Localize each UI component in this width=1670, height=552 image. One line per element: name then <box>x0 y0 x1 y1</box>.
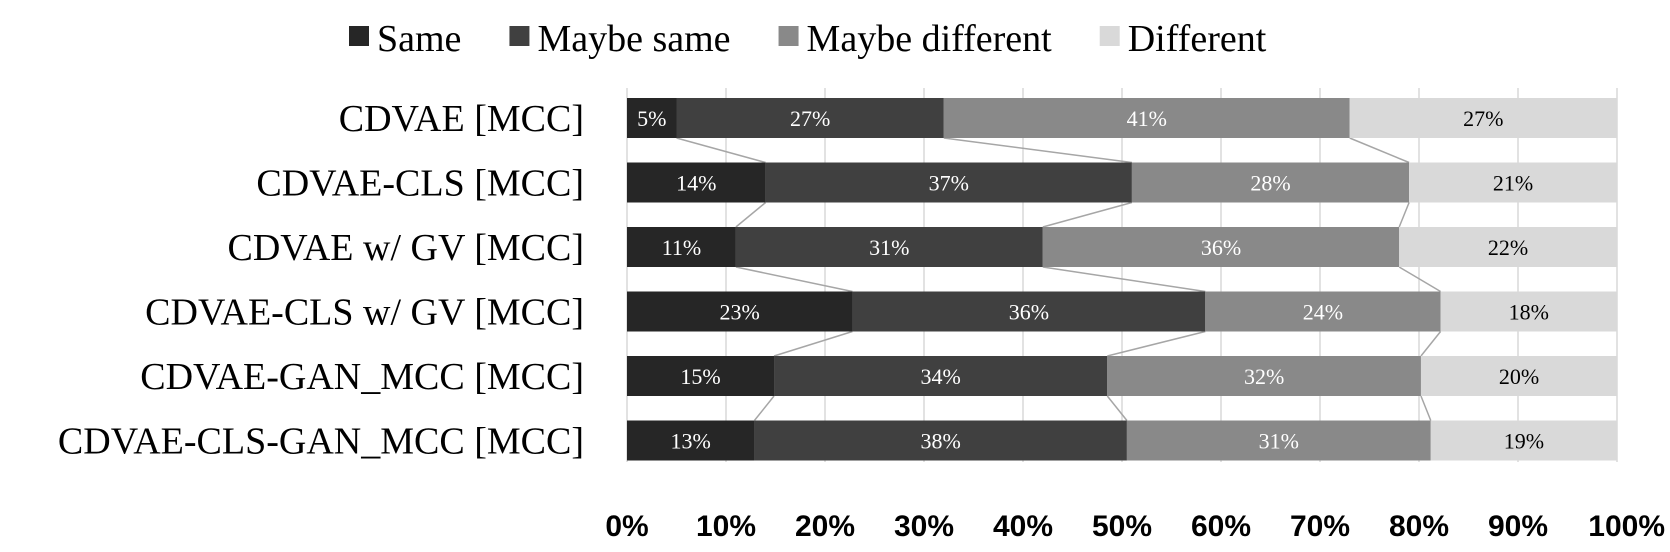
data-label: 5% <box>637 106 666 131</box>
category-labels: CDVAE [MCC] CDVAE-CLS [MCC] CDVAE w/ GV [M… <box>58 98 584 463</box>
data-label: 36% <box>1201 235 1241 260</box>
legend-label-different: Different <box>1128 18 1267 60</box>
x-tick-label: 20% <box>795 510 855 543</box>
bar-segment-same <box>627 98 677 138</box>
series-line <box>735 266 853 293</box>
bars: 5% 27% 41% 27% 14% 37% 28% 21% 11% 31% 36% 22% 23% 36… <box>627 98 1617 461</box>
series-line <box>1042 201 1133 228</box>
bar-segment-different <box>1420 356 1617 396</box>
series-line <box>753 395 775 421</box>
series-line <box>773 330 853 357</box>
series-line <box>1420 395 1432 421</box>
data-label: 11% <box>662 235 702 260</box>
category-label: CDVAE w/ GV [MCC] <box>228 227 584 269</box>
x-tick-label: 60% <box>1191 510 1251 543</box>
bar-segment-different <box>1440 291 1617 332</box>
data-label: 22% <box>1488 235 1528 260</box>
data-label: 36% <box>1009 300 1049 325</box>
series-line <box>1398 266 1441 293</box>
x-tick-label: 80% <box>1389 510 1449 543</box>
series-line <box>1042 266 1206 293</box>
series-line <box>735 201 767 228</box>
data-label: 23% <box>720 300 760 325</box>
category-label: CDVAE-GAN_MCC [MCC] <box>140 356 584 398</box>
data-label: 38% <box>920 429 960 454</box>
data-label: 31% <box>1259 429 1299 454</box>
legend-label-same: Same <box>377 18 461 60</box>
bar-segment-maybe-different <box>943 98 1350 138</box>
data-label: 37% <box>929 171 969 196</box>
bar-segment-maybe-different <box>1205 291 1441 332</box>
bar-segment-same <box>627 420 755 461</box>
bar-segment-maybe-same <box>852 291 1206 332</box>
x-tick-label: 90% <box>1488 510 1548 543</box>
bar-segment-maybe-same <box>754 420 1127 461</box>
bar-segment-different <box>1349 98 1617 138</box>
bar-segment-same <box>627 227 736 267</box>
data-label: 34% <box>920 364 960 389</box>
bar-segment-different <box>1430 420 1617 461</box>
series-line <box>943 137 1132 164</box>
data-label: 31% <box>869 235 909 260</box>
bar-segment-maybe-same <box>774 356 1108 396</box>
data-label: 15% <box>680 364 720 389</box>
bar-segment-different <box>1399 227 1617 267</box>
legend-swatch-same <box>349 26 369 46</box>
series-line <box>676 137 766 164</box>
data-label: 18% <box>1509 300 1549 325</box>
legend: Same Maybe same Maybe different Different <box>349 18 1267 60</box>
bar-segment-maybe-same <box>765 162 1132 203</box>
data-label: 27% <box>1463 106 1503 131</box>
series-line <box>1107 330 1206 357</box>
series-line <box>1398 202 1410 228</box>
data-label: 20% <box>1499 364 1539 389</box>
bar-segment-same <box>627 291 853 332</box>
data-label: 24% <box>1303 300 1343 325</box>
x-tick-label: 10% <box>696 510 756 543</box>
bar-segment-maybe-different <box>1126 420 1431 461</box>
x-axis-tick-labels: 0% 10% 20% 30% 40% 50% 60% 70% 80% 90% 100% <box>605 510 1665 543</box>
data-label: 28% <box>1250 171 1290 196</box>
legend-swatch-maybe-different <box>778 26 799 46</box>
gridlines <box>626 88 1618 462</box>
series-line <box>1420 331 1442 357</box>
x-tick-label: 40% <box>993 510 1053 543</box>
bar-segment-same <box>627 356 775 396</box>
x-tick-label: 100% <box>1588 510 1665 543</box>
data-label: 41% <box>1127 106 1167 131</box>
legend-swatch-maybe-same <box>509 26 530 46</box>
legend-swatch-different <box>1099 26 1120 46</box>
data-label: 14% <box>676 171 716 196</box>
bar-segment-maybe-different <box>1131 162 1410 203</box>
legend-label-maybe-same: Maybe same <box>537 18 730 60</box>
x-tick-label: 70% <box>1290 510 1350 543</box>
data-label: 19% <box>1504 429 1544 454</box>
x-tick-label: 50% <box>1092 510 1152 543</box>
bar-segment-maybe-different <box>1107 356 1421 396</box>
data-label: 32% <box>1244 364 1284 389</box>
category-label: CDVAE [MCC] <box>339 98 584 140</box>
data-label: 27% <box>790 106 830 131</box>
series-line <box>1106 395 1128 421</box>
x-tick-label: 30% <box>894 510 954 543</box>
category-label: CDVAE-CLS [MCC] <box>256 163 584 205</box>
bar-segment-same <box>627 162 766 203</box>
bar-segment-maybe-different <box>1042 227 1400 267</box>
bar-segment-maybe-same <box>735 227 1043 267</box>
x-tick-label: 0% <box>605 510 648 543</box>
bar-segment-maybe-same <box>676 98 944 138</box>
category-label: CDVAE-CLS w/ GV [MCC] <box>145 292 584 334</box>
data-label: 13% <box>671 429 711 454</box>
category-label: CDVAE-CLS-GAN_MCC [MCC] <box>58 421 584 463</box>
data-label: 21% <box>1493 171 1533 196</box>
series-line <box>1349 137 1410 164</box>
series-lines <box>676 137 1442 421</box>
bar-segment-different <box>1409 162 1617 203</box>
legend-label-maybe-different: Maybe different <box>807 18 1053 60</box>
